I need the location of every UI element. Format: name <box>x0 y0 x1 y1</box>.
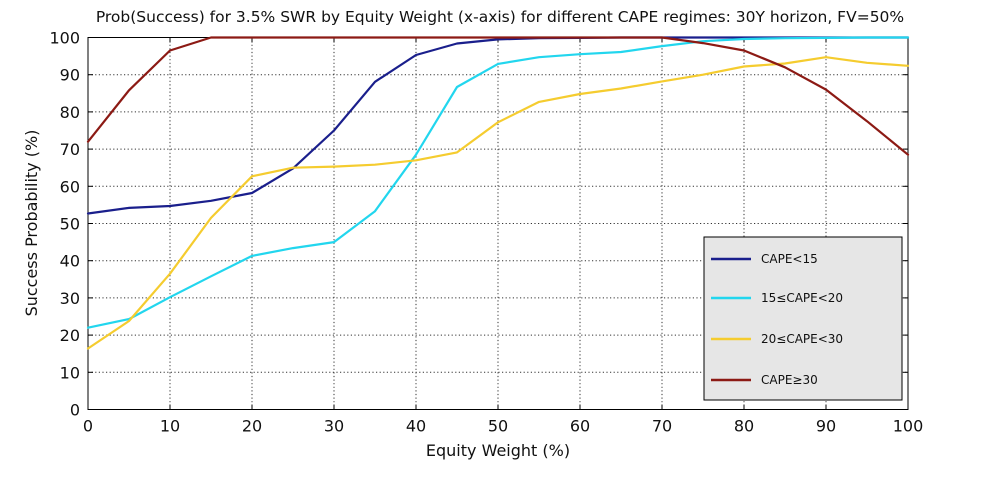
x-tick-label: 80 <box>734 417 754 436</box>
x-tick-label: 30 <box>324 417 344 436</box>
y-tick-label: 50 <box>60 215 80 234</box>
x-tick-label: 90 <box>816 417 836 436</box>
y-tick-label: 100 <box>49 29 80 48</box>
x-tick-label: 60 <box>570 417 590 436</box>
x-tick-label: 40 <box>406 417 426 436</box>
legend-label: CAPE<15 <box>761 252 818 266</box>
x-tick-label: 10 <box>160 417 180 436</box>
y-tick-label: 30 <box>60 289 80 308</box>
legend-label: 20≤CAPE<30 <box>761 332 843 346</box>
chart-title: Prob(Success) for 3.5% SWR by Equity Wei… <box>96 8 904 26</box>
y-tick-label: 80 <box>60 103 80 122</box>
y-tick-label: 60 <box>60 177 80 196</box>
legend: CAPE<15 15≤CAPE<20 20≤CAPE<30 CAPE≥30 <box>703 236 903 401</box>
y-tick-label: 10 <box>60 363 80 382</box>
y-tick-label: 70 <box>60 140 80 159</box>
legend-box <box>703 236 903 401</box>
y-tick-label: 0 <box>70 401 80 420</box>
x-tick-label: 50 <box>488 417 508 436</box>
legend-label: CAPE≥30 <box>761 373 818 387</box>
x-tick-label: 0 <box>83 417 93 436</box>
series-line-2 <box>86 56 910 350</box>
series-line-3 <box>86 36 910 156</box>
x-tick-label: 20 <box>242 417 262 436</box>
x-axis-label: Equity Weight (%) <box>426 441 570 460</box>
axis-ticks: 0 10 20 30 40 50 60 70 80 90 100 0 10 20 30 40 50 60 70 80 9… <box>49 29 923 436</box>
x-tick-label: 70 <box>652 417 672 436</box>
y-tick-label: 20 <box>60 326 80 345</box>
legend-label: 15≤CAPE<20 <box>761 291 843 305</box>
series-lines <box>86 36 910 350</box>
y-tick-label: 40 <box>60 252 80 271</box>
x-tick-label: 100 <box>893 417 924 436</box>
series-line-1 <box>86 36 910 329</box>
y-tick-label: 90 <box>60 66 80 85</box>
y-axis-label: Success Probability (%) <box>22 130 41 317</box>
